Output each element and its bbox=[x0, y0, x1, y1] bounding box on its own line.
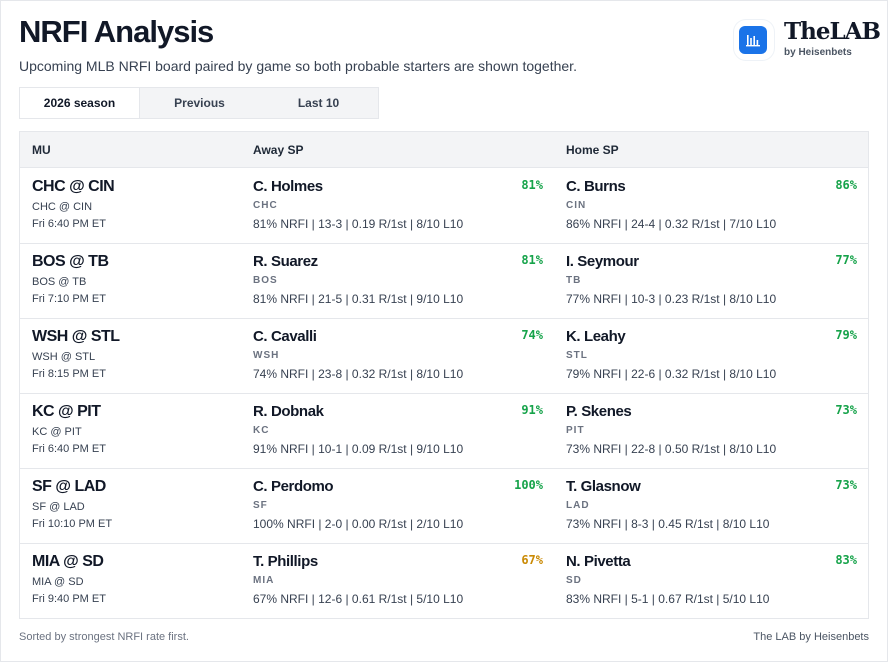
team-code: SF bbox=[253, 500, 268, 511]
matchup-title: CHC @ CIN bbox=[32, 178, 115, 195]
team-code: LAD bbox=[566, 500, 590, 511]
pitcher-name: C. Cavalli bbox=[253, 328, 317, 345]
nrfi-percent: 83% bbox=[835, 553, 857, 567]
nrfi-percent: 67% bbox=[521, 553, 543, 567]
pitcher-stats: 100% NRFI | 2-0 | 0.00 R/1st | 2/10 L10 bbox=[253, 517, 464, 531]
table-row[interactable]: WSH @ STL WSH @ STL Fri 8:15 PM ET C. Caval… bbox=[20, 318, 868, 394]
nrfi-percent: 81% bbox=[521, 178, 543, 192]
nrfi-percent: 79% bbox=[835, 328, 857, 342]
pitcher-stats: 91% NRFI | 10-1 | 0.09 R/1st | 9/10 L10 bbox=[253, 442, 464, 456]
page-title: NRFI Analysis bbox=[19, 14, 214, 49]
nrfi-percent: 81% bbox=[521, 253, 543, 267]
game-time: Fri 6:40 PM ET bbox=[32, 443, 106, 455]
matchup-subtitle: WSH @ STL bbox=[32, 351, 96, 363]
pitcher-name: P. Skenes bbox=[566, 403, 632, 420]
tab-last-10[interactable]: Last 10 bbox=[297, 96, 340, 110]
table-row[interactable]: CHC @ CIN CHC @ CIN Fri 6:40 PM ET C. Holme… bbox=[20, 168, 868, 244]
pitcher-stats: 73% NRFI | 22-8 | 0.50 R/1st | 8/10 L10 bbox=[566, 442, 777, 456]
matchup-title: KC @ PIT bbox=[32, 403, 101, 420]
matchup-subtitle: SF @ LAD bbox=[32, 501, 85, 513]
pitcher-name: C. Burns bbox=[566, 178, 626, 195]
game-time: Fri 8:15 PM ET bbox=[32, 368, 106, 380]
nrfi-percent: 77% bbox=[835, 253, 857, 267]
pitcher-stats: 77% NRFI | 10-3 | 0.23 R/1st | 8/10 L10 bbox=[566, 292, 777, 306]
pitcher-stats: 83% NRFI | 5-1 | 0.67 R/1st | 5/10 L10 bbox=[566, 592, 770, 606]
team-code: WSH bbox=[253, 350, 280, 361]
game-time: Fri 7:10 PM ET bbox=[32, 293, 106, 305]
nrfi-percent: 73% bbox=[835, 478, 857, 492]
pitcher-name: K. Leahy bbox=[566, 328, 626, 345]
team-code: BOS bbox=[253, 275, 278, 286]
nrfi-percent: 91% bbox=[521, 403, 543, 417]
team-code: SD bbox=[566, 575, 582, 586]
column-header-home-sp: Home SP bbox=[566, 143, 619, 157]
pitcher-name: T. Phillips bbox=[253, 553, 318, 570]
tab-previous[interactable]: Previous bbox=[174, 96, 225, 110]
table-row[interactable]: KC @ PIT KC @ PIT Fri 6:40 PM ET R. Dobnak K… bbox=[20, 393, 868, 469]
pitcher-stats: 73% NRFI | 8-3 | 0.45 R/1st | 8/10 L10 bbox=[566, 517, 770, 531]
team-code: CIN bbox=[566, 200, 587, 211]
pitcher-stats: 67% NRFI | 12-6 | 0.61 R/1st | 5/10 L10 bbox=[253, 592, 464, 606]
team-code: TB bbox=[566, 275, 582, 286]
pitcher-stats: 79% NRFI | 22-6 | 0.32 R/1st | 8/10 L10 bbox=[566, 367, 777, 381]
nrfi-table: MU Away SP Home SP CHC @ CIN CHC @ CIN Fri… bbox=[19, 131, 869, 619]
bar-chart-icon bbox=[746, 35, 760, 47]
matchup-title: BOS @ TB bbox=[32, 253, 109, 270]
brand-logo bbox=[734, 20, 774, 60]
pitcher-name: I. Seymour bbox=[566, 253, 639, 270]
tab-2026-season[interactable]: 2026 season bbox=[20, 88, 140, 118]
range-tabs: 2026 season Previous Last 10 bbox=[19, 87, 379, 119]
game-time: Fri 9:40 PM ET bbox=[32, 593, 106, 605]
matchup-subtitle: KC @ PIT bbox=[32, 426, 82, 438]
team-code: MIA bbox=[253, 575, 275, 586]
footer-credit: The LAB by Heisenbets bbox=[753, 631, 869, 643]
team-code: KC bbox=[253, 425, 270, 436]
team-code: PIT bbox=[566, 425, 585, 436]
pitcher-name: C. Perdomo bbox=[253, 478, 334, 495]
matchup-subtitle: BOS @ TB bbox=[32, 276, 87, 288]
pitcher-name: R. Suarez bbox=[253, 253, 318, 270]
column-header-away-sp: Away SP bbox=[253, 143, 304, 157]
pitcher-name: C. Holmes bbox=[253, 178, 323, 195]
matchup-subtitle: CHC @ CIN bbox=[32, 201, 93, 213]
brand-tagline: by Heisenbets bbox=[784, 47, 852, 58]
brand-name: TheLAB bbox=[784, 18, 881, 45]
footer-note: Sorted by strongest NRFI rate first. bbox=[19, 631, 189, 643]
matchup-subtitle: MIA @ SD bbox=[32, 576, 84, 588]
pitcher-name: R. Dobnak bbox=[253, 403, 324, 420]
table-row[interactable]: SF @ LAD SF @ LAD Fri 10:10 PM ET C. Perdom… bbox=[20, 468, 868, 544]
game-time: Fri 6:40 PM ET bbox=[32, 218, 106, 230]
nrfi-percent: 73% bbox=[835, 403, 857, 417]
nrfi-percent: 100% bbox=[514, 478, 543, 492]
pitcher-stats: 86% NRFI | 24-4 | 0.32 R/1st | 7/10 L10 bbox=[566, 217, 777, 231]
nrfi-percent: 74% bbox=[521, 328, 543, 342]
pitcher-name: T. Glasnow bbox=[566, 478, 641, 495]
table-row[interactable]: MIA @ SD MIA @ SD Fri 9:40 PM ET T. Phillip… bbox=[20, 543, 868, 618]
column-header-mu: MU bbox=[32, 143, 51, 157]
team-code: CHC bbox=[253, 200, 278, 211]
team-code: STL bbox=[566, 350, 588, 361]
pitcher-name: N. Pivetta bbox=[566, 553, 631, 570]
table-row[interactable]: BOS @ TB BOS @ TB Fri 7:10 PM ET R. Suarez B… bbox=[20, 243, 868, 319]
table-header: MU Away SP Home SP bbox=[20, 132, 868, 168]
pitcher-stats: 81% NRFI | 13-3 | 0.19 R/1st | 8/10 L10 bbox=[253, 217, 464, 231]
matchup-title: WSH @ STL bbox=[32, 328, 120, 345]
pitcher-stats: 81% NRFI | 21-5 | 0.31 R/1st | 9/10 L10 bbox=[253, 292, 464, 306]
nrfi-percent: 86% bbox=[835, 178, 857, 192]
page-subtitle: Upcoming MLB NRFI board paired by game s… bbox=[19, 58, 577, 74]
pitcher-stats: 74% NRFI | 23-8 | 0.32 R/1st | 8/10 L10 bbox=[253, 367, 464, 381]
matchup-title: MIA @ SD bbox=[32, 553, 104, 570]
game-time: Fri 10:10 PM ET bbox=[32, 518, 113, 530]
matchup-title: SF @ LAD bbox=[32, 478, 106, 495]
